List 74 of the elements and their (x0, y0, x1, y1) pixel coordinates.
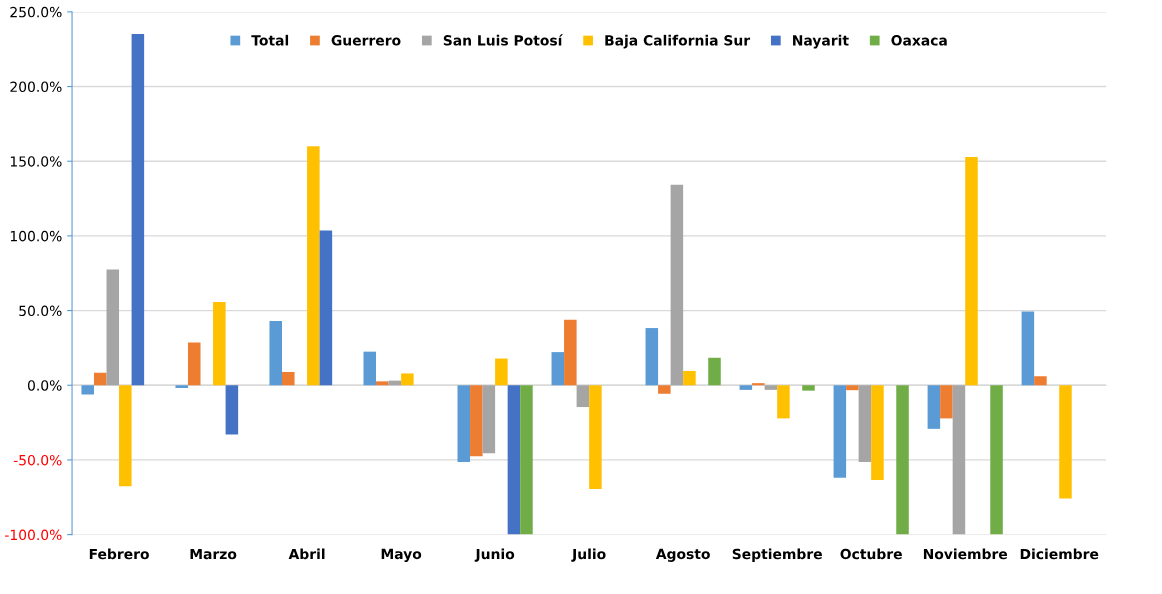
x-tick-label: Diciembre (1020, 548, 1099, 560)
bar (119, 385, 132, 487)
legend-label: San Luis Potosí (443, 34, 564, 46)
y-tick-label: 100.0% (10, 230, 62, 242)
bar (495, 358, 508, 386)
bar (213, 302, 226, 386)
bar (802, 385, 815, 391)
bar (645, 328, 659, 386)
bar (670, 184, 684, 386)
legend-label: Oaxaca (891, 35, 947, 46)
bar (965, 156, 978, 386)
bar (683, 370, 696, 386)
bar (846, 385, 859, 391)
bar (990, 385, 1003, 535)
x-tick-label: Febrero (89, 548, 149, 560)
bar (896, 385, 909, 535)
bar (551, 352, 565, 386)
bar (81, 385, 94, 395)
bar (282, 371, 295, 386)
bar (520, 385, 533, 535)
bar (507, 385, 521, 535)
bar (401, 373, 414, 386)
bar (131, 33, 145, 386)
x-tick-label: Agosto (655, 548, 710, 562)
bar (833, 385, 847, 478)
y-tick-label: 150.0% (10, 156, 62, 167)
y-tick-label: -50.0% (13, 454, 62, 466)
bar (940, 385, 953, 419)
y-tick-label: 250.0% (10, 6, 62, 18)
x-tick-label: Noviembre (923, 548, 1008, 560)
bar (319, 230, 333, 386)
bar (307, 146, 320, 386)
bar (482, 385, 496, 454)
bar (225, 385, 239, 435)
bar (871, 385, 884, 480)
bar (1059, 385, 1072, 499)
bar (658, 385, 671, 394)
x-tick-label: Junio (474, 548, 515, 562)
bar (106, 269, 120, 386)
bar (269, 320, 283, 386)
x-tick-label: Septiembre (732, 548, 822, 562)
bar (777, 385, 790, 419)
bar (188, 342, 201, 386)
bar (1021, 311, 1035, 386)
bar (927, 385, 941, 429)
bar (376, 381, 389, 386)
y-tick-label: 50.0% (19, 305, 62, 317)
bar (470, 385, 483, 457)
x-tick-label: Mayo (381, 548, 422, 562)
bar (1034, 376, 1047, 386)
legend-label: Baja California Sur (605, 34, 751, 49)
x-tick-label: Octubre (840, 548, 902, 560)
x-tick-label: Julio (571, 548, 606, 562)
x-tick-label: Abril (288, 548, 325, 560)
legend-label: Nayarit (793, 34, 849, 49)
y-tick-label: 200.0% (10, 81, 62, 93)
bar (858, 385, 872, 463)
bar (93, 372, 107, 386)
bar (457, 385, 471, 463)
legend-label: Guerrero (331, 35, 401, 46)
bar (564, 319, 577, 386)
x-tick-label: Marzo (190, 548, 237, 560)
y-tick-label: -100.0% (5, 529, 62, 541)
bar (363, 351, 377, 386)
bar (576, 385, 590, 408)
bar (175, 385, 188, 389)
bar (739, 385, 753, 390)
bar (752, 383, 765, 386)
bar (952, 385, 966, 535)
bar (764, 385, 778, 390)
y-tick-label: 0.0% (27, 380, 62, 391)
bar (708, 357, 721, 386)
legend-label: Total (251, 34, 289, 46)
bar (589, 385, 602, 489)
